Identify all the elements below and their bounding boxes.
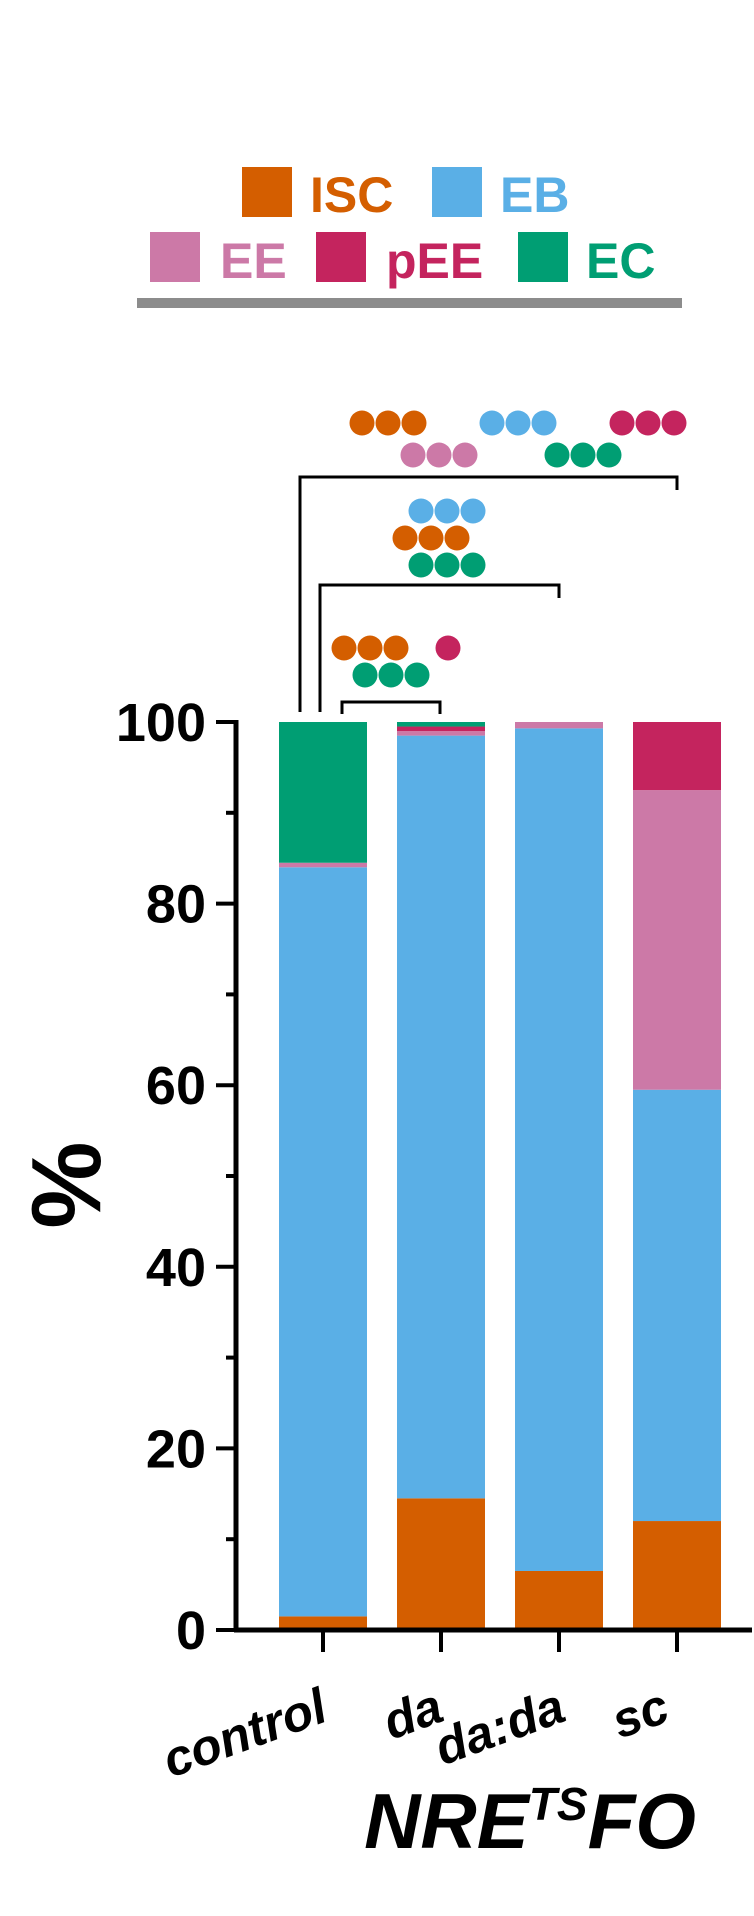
y-tick-label: 20: [146, 1419, 206, 1479]
significance-dot-ec: [570, 442, 596, 468]
legend-label-eb: EB: [500, 167, 569, 223]
significance-dot-isc: [349, 410, 375, 436]
bar-control-ec: [279, 722, 367, 863]
significance-brackets: [298, 475, 679, 714]
significance-dot-isc: [375, 410, 401, 436]
y-tick-label: 100: [116, 693, 206, 753]
bar-da-eb: [397, 735, 485, 1499]
significance-dot-ec: [408, 552, 434, 578]
bar-sc-isc: [633, 1521, 721, 1630]
x-tick-label: da:da: [427, 1678, 571, 1776]
significance-dot-isc: [401, 410, 427, 436]
x-axis-title-superscript: TS: [529, 1778, 588, 1830]
significance-dot-ec: [434, 552, 460, 578]
significance-dot-pee: [635, 410, 661, 436]
x-axis-title-suffix: FO: [588, 1777, 696, 1865]
significance-dot-isc: [418, 525, 444, 551]
significance-dot-isc: [383, 635, 409, 661]
legend-label-isc: ISC: [310, 167, 393, 223]
legend-swatch-eb: [432, 167, 482, 217]
x-axis-title-main: NRE: [364, 1777, 531, 1865]
significance-dot-eb: [460, 498, 486, 524]
significance-markers: [331, 410, 687, 688]
bracket-control-dada: [318, 583, 561, 712]
y-tick-label: 80: [146, 875, 206, 935]
bar-da-da-ee: [515, 722, 603, 729]
significance-dot-ee: [426, 442, 452, 468]
bar-da-isc: [397, 1498, 485, 1630]
significance-dot-isc: [357, 635, 383, 661]
significance-dot-ee: [452, 442, 478, 468]
legend-underline: [137, 298, 682, 308]
y-axis-title: %: [11, 1141, 121, 1228]
significance-dot-ec: [460, 552, 486, 578]
significance-dot-ec: [544, 442, 570, 468]
x-axis-title: NRETSFO: [364, 1777, 696, 1865]
bar-sc-eb: [633, 1089, 721, 1522]
bar-da-pee: [397, 726, 485, 732]
significance-dot-ec: [352, 662, 378, 688]
significance-dot-pee: [661, 410, 687, 436]
significance-dot-eb: [505, 410, 531, 436]
bar-control-ee: [279, 862, 367, 868]
y-axis: 0 20 40 60 80 100: [116, 693, 239, 1661]
significance-dot-isc: [331, 635, 357, 661]
significance-dot-pee: [609, 410, 635, 436]
legend-swatch-ec: [518, 232, 568, 282]
significance-dot-isc: [444, 525, 470, 551]
y-tick-label: 40: [146, 1238, 206, 1298]
legend-label-pee: pEE: [386, 233, 483, 289]
y-tick-label: 0: [176, 1601, 206, 1661]
bar-control-isc: [279, 1616, 367, 1630]
legend-label-ee: EE: [220, 233, 287, 289]
bar-sc-pee: [633, 722, 721, 791]
legend-swatch-ee: [150, 232, 200, 282]
significance-dot-eb: [531, 410, 557, 436]
bar-da-da-isc: [515, 1570, 603, 1630]
significance-dot-eb: [408, 498, 434, 524]
bar-sc-ee: [633, 790, 721, 1090]
bracket-control-sc: [298, 475, 679, 712]
y-tick-label: 60: [146, 1056, 206, 1116]
bar-control-eb: [279, 867, 367, 1617]
bar-da-da-eb: [515, 728, 603, 1571]
x-tick-label: control: [155, 1677, 334, 1788]
legend-label-ec: EC: [586, 233, 655, 289]
legend-swatch-isc: [242, 167, 292, 217]
legend-swatch-pee: [316, 232, 366, 282]
bracket-control-da: [340, 700, 442, 714]
legend: ISC EB EE pEE EC: [137, 167, 682, 308]
bars: [279, 722, 721, 1630]
bar-da-ec: [397, 722, 485, 727]
significance-dot-isc: [392, 525, 418, 551]
significance-dot-eb: [479, 410, 505, 436]
significance-dot-ec: [404, 662, 430, 688]
significance-dot-ee: [400, 442, 426, 468]
bar-da-ee: [397, 731, 485, 736]
x-tick-label: sc: [604, 1678, 676, 1750]
significance-dot-ec: [378, 662, 404, 688]
significance-dot-pee: [435, 635, 461, 661]
significance-dot-eb: [434, 498, 460, 524]
significance-dot-ec: [596, 442, 622, 468]
